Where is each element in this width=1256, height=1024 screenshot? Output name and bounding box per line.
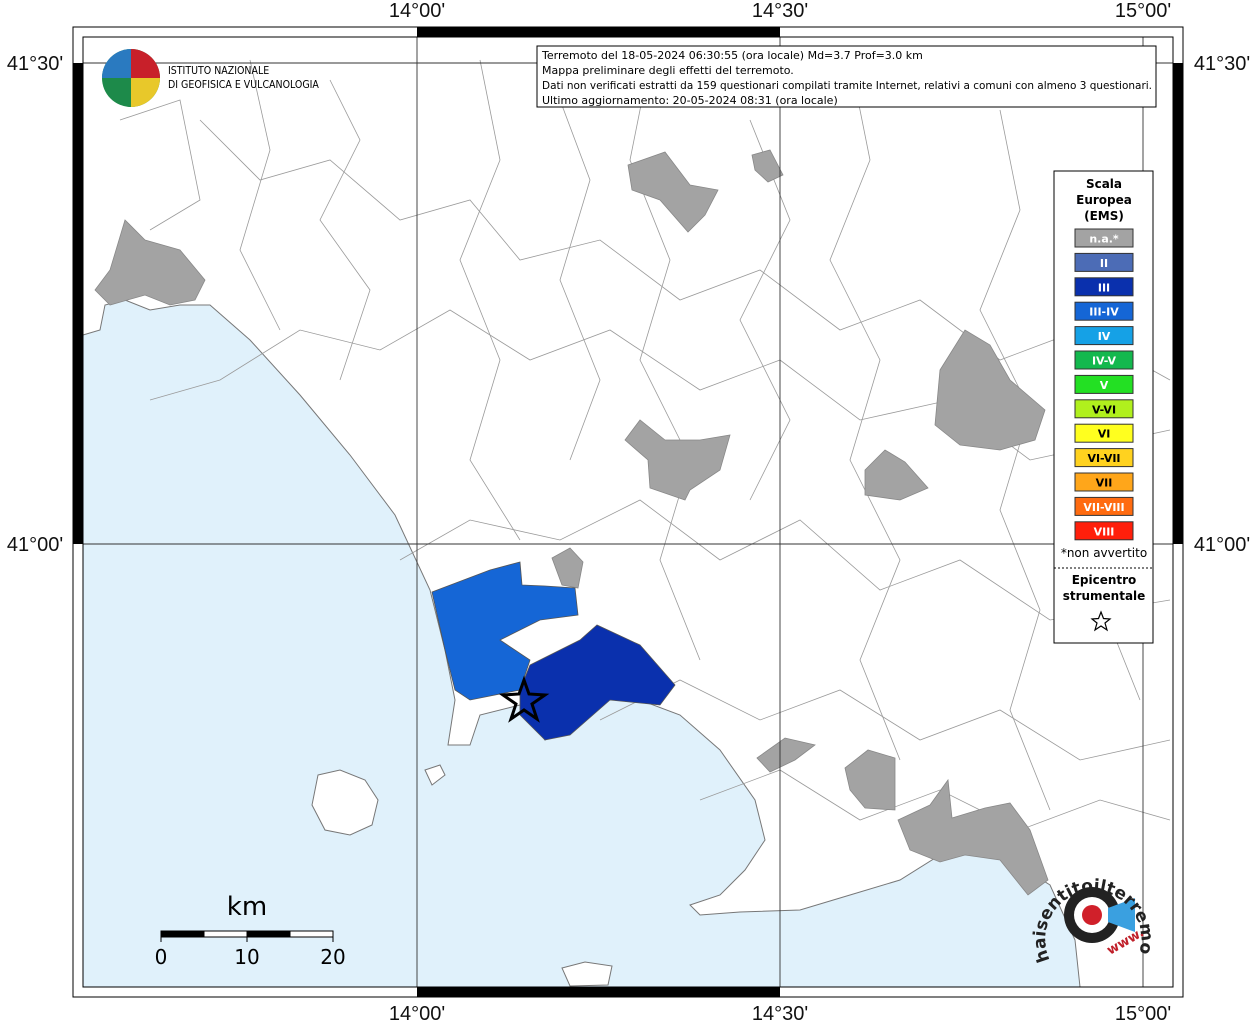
scale-label: 0 — [155, 945, 168, 969]
na-area — [934, 329, 1046, 451]
legend-label: V — [1100, 379, 1109, 392]
ingv-logo: ISTITUTO NAZIONALE DI GEOFISICA E VULCAN… — [102, 49, 319, 107]
info-line: Mappa preliminare degli effetti del terr… — [542, 64, 794, 77]
na-area — [897, 778, 1049, 896]
na-area — [551, 547, 584, 589]
logo-text: DI GEOFISICA E VULCANOLOGIA — [168, 79, 319, 91]
scale-label: 10 — [234, 945, 259, 969]
info-frame — [536, 45, 1157, 108]
na-areas — [94, 149, 1049, 896]
legend-epicenter: Epicentro — [1072, 573, 1137, 587]
legend-star — [1090, 610, 1112, 632]
info-line: Dati non verificati estratti da 159 ques… — [542, 79, 1152, 92]
legend-swatch — [1074, 399, 1134, 419]
lon-label: 15°00' — [1115, 0, 1171, 22]
legend-swatch — [1074, 374, 1134, 394]
watermark-horn — [1108, 898, 1135, 932]
legend-label: n.a.* — [1089, 233, 1119, 246]
legend-label: III — [1098, 281, 1110, 294]
island — [561, 961, 613, 987]
info-box: Terremoto del 18-05-2024 06:30:55 (ora l… — [536, 45, 1157, 108]
scale-bar: km 0 10 20 — [155, 892, 346, 969]
logo-text: ISTITUTO NAZIONALE — [168, 65, 269, 77]
na-area — [94, 219, 206, 306]
info-line: Ultimo aggiornamento: 20-05-2024 08:31 (… — [542, 94, 838, 107]
lat-label: 41°00' — [7, 534, 63, 556]
scale-segment — [246, 930, 291, 938]
legend-label: II — [1100, 257, 1108, 270]
legend-swatch — [1074, 448, 1134, 468]
frame-bar — [73, 63, 83, 544]
frame — [72, 26, 1184, 998]
legend-label: IV — [1098, 330, 1111, 343]
legend-swatch — [1074, 423, 1134, 443]
legend-title: Scala — [1086, 177, 1122, 191]
legend-swatch — [1074, 326, 1134, 346]
legend: Scala Europea (EMS) *non avvertito Epice… — [1053, 170, 1154, 644]
legend-label: VII-VIII — [1083, 501, 1124, 514]
info-line: Terremoto del 18-05-2024 06:30:55 (ora l… — [541, 49, 923, 62]
intensity-iii-area — [519, 624, 676, 741]
legend-label: IV-V — [1092, 355, 1117, 368]
legend-label: VI-VII — [1087, 452, 1120, 465]
legend-swatch — [1074, 252, 1134, 272]
lon-label: 14°30' — [752, 1003, 808, 1024]
lat-label: 41°00' — [1194, 534, 1250, 556]
na-area — [624, 419, 731, 501]
scale-unit: km — [227, 892, 267, 922]
legend-label: VIII — [1094, 525, 1115, 538]
island — [311, 769, 379, 836]
scale-segment — [203, 930, 248, 938]
legend-swatch — [1074, 277, 1134, 297]
na-area — [751, 149, 784, 183]
scale-segment — [289, 930, 334, 938]
legend-note: *non avvertito — [1061, 546, 1147, 560]
logo-segment — [131, 49, 160, 78]
lon-label: 15°00' — [1115, 1003, 1171, 1024]
frame-bar — [1173, 63, 1183, 544]
intensity-iii-iv-area — [431, 561, 579, 701]
legend-swatch — [1074, 301, 1134, 321]
legend-label: V-VI — [1092, 403, 1116, 416]
na-area — [864, 449, 929, 501]
legend-label: VII — [1096, 477, 1113, 490]
scale-label: 20 — [320, 945, 345, 969]
legend-swatch — [1074, 350, 1134, 370]
legend-label: III-IV — [1089, 306, 1119, 319]
legend-label: VI — [1098, 428, 1111, 441]
epicenter-star — [498, 675, 550, 723]
legend-swatch — [1074, 228, 1134, 248]
na-area — [627, 151, 719, 233]
lon-label: 14°00' — [389, 1003, 445, 1024]
logo-segment — [102, 49, 131, 78]
lon-label: 14°00' — [389, 0, 445, 22]
legend-swatch — [1074, 521, 1134, 541]
legend-epicenter: strumentale — [1063, 589, 1146, 603]
scale-segment — [160, 930, 205, 938]
island — [424, 764, 446, 786]
lat-label: 41°30' — [7, 53, 63, 75]
na-area — [844, 749, 896, 811]
legend-title: Europea — [1076, 193, 1132, 207]
lat-label: 41°30' — [1194, 53, 1250, 75]
legend-swatch — [1074, 496, 1134, 516]
legend-swatch — [1074, 472, 1134, 492]
lon-label: 14°30' — [752, 0, 808, 22]
frame-bar — [417, 987, 780, 997]
frame-bar — [417, 27, 780, 37]
legend-title: (EMS) — [1084, 209, 1124, 223]
watermark-dot — [1082, 905, 1102, 925]
logo-segment — [131, 78, 160, 107]
